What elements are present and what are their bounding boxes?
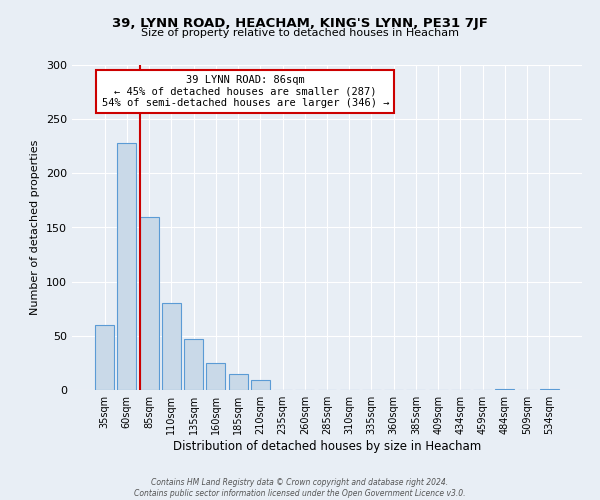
Bar <box>229 374 248 390</box>
Text: 39, LYNN ROAD, HEACHAM, KING'S LYNN, PE31 7JF: 39, LYNN ROAD, HEACHAM, KING'S LYNN, PE3… <box>112 18 488 30</box>
Bar <box>496 389 514 390</box>
Text: 39 LYNN ROAD: 86sqm
← 45% of detached houses are smaller (287)
54% of semi-detac: 39 LYNN ROAD: 86sqm ← 45% of detached ho… <box>101 74 389 108</box>
Bar <box>95 325 114 390</box>
Text: Size of property relative to detached houses in Heacham: Size of property relative to detached ho… <box>141 28 459 38</box>
X-axis label: Distribution of detached houses by size in Heacham: Distribution of detached houses by size … <box>173 440 481 453</box>
Text: Contains HM Land Registry data © Crown copyright and database right 2024.
Contai: Contains HM Land Registry data © Crown c… <box>134 478 466 498</box>
Bar <box>162 304 181 390</box>
Bar <box>184 339 203 390</box>
Bar <box>540 389 559 390</box>
Bar <box>140 216 158 390</box>
Y-axis label: Number of detached properties: Number of detached properties <box>31 140 40 315</box>
Bar <box>251 380 270 390</box>
Bar <box>206 363 225 390</box>
Bar <box>118 143 136 390</box>
